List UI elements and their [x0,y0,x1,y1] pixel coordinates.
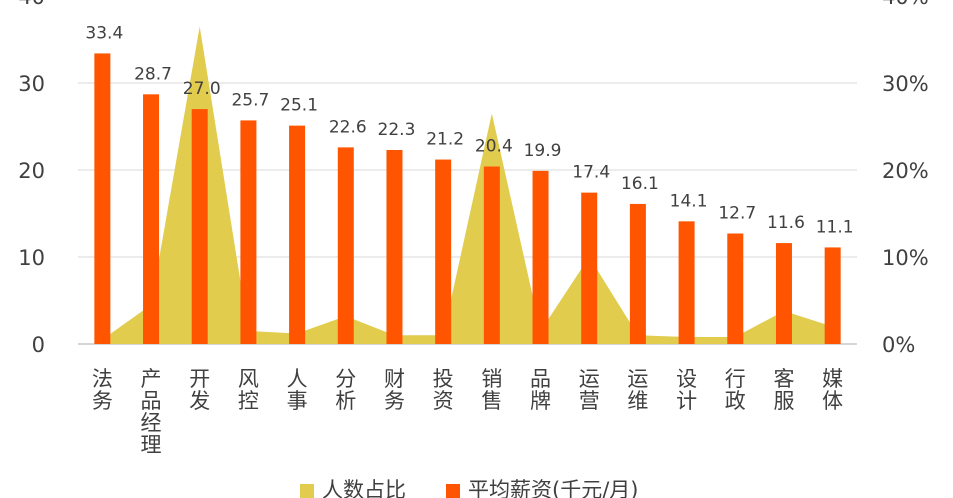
category-label: 财务 [384,367,405,413]
salary-bar [240,120,257,344]
salary-bar [94,53,111,345]
legend: 人数占比 平均薪资(千元/月) [300,478,638,498]
left-tick-label: 10 [18,246,45,270]
category-label: 运维 [627,367,648,413]
category-label: 风控 [238,367,259,413]
salary-bar [727,233,744,344]
salary-bar [435,159,452,344]
bar-data-labels: 33.4 28.7 27.0 25.7 25.1 22.6 22.3 21.2 20.4 19.9… [85,23,853,237]
category-label: 行政 [725,367,746,413]
salary-bar [386,149,403,344]
salary-bar [581,192,598,344]
salary-bar-series [94,53,841,345]
bar-data-label: 21.2 [426,130,464,150]
legend-label-salary: 平均薪资(千元/月) [468,478,638,498]
headcount-area-series [102,26,833,344]
left-axis-ticks: 0 10 20 30 40 [18,0,45,357]
left-tick-label: 40 [18,0,45,9]
legend-label-headcount: 人数占比 [322,478,406,498]
salary-bar [337,147,354,344]
category-label: 销售 [481,367,502,413]
bar-data-label: 25.1 [280,96,318,116]
bar-data-label: 16.1 [621,174,659,194]
category-label: 客服 [773,367,794,413]
category-label: 分析 [335,367,356,413]
bar-data-label: 27.0 [183,79,221,99]
category-label: 运营 [579,367,600,413]
category-label: 产品经理 [141,367,162,457]
bar-data-label: 20.4 [475,137,513,157]
bar-data-label: 19.9 [524,141,562,161]
category-label: 法务 [92,367,113,413]
category-label: 投资 [433,367,454,413]
salary-bar [143,94,160,344]
category-label: 品牌 [530,367,551,413]
category-label: 人事 [287,367,308,413]
salary-bar [532,170,549,344]
right-axis-ticks: 0% 10% 20% 30% 40% [882,0,929,357]
category-label: 开发 [189,367,210,413]
left-tick-label: 30 [18,72,45,96]
left-tick-label: 20 [18,159,45,183]
category-label: 媒体 [822,367,843,413]
salary-bar [191,109,208,344]
bar-data-label: 28.7 [134,64,172,84]
right-tick-label: 40% [882,0,929,9]
category-label: 设计 [676,367,697,413]
salary-bar [483,166,500,344]
salary-bar [775,243,792,344]
bar-data-label: 12.7 [718,204,756,224]
bar-data-label: 14.1 [670,191,708,211]
right-tick-label: 30% [882,72,929,96]
left-tick-label: 0 [32,333,45,357]
bar-data-label: 11.1 [816,217,854,237]
bar-data-label: 11.6 [767,213,805,233]
right-tick-label: 0% [882,333,915,357]
salary-bar [678,221,695,344]
legend-swatch-salary [446,484,460,498]
salary-bar [289,125,306,344]
bar-data-label: 17.4 [572,163,610,183]
headcount-area [102,26,833,344]
right-tick-label: 10% [882,246,929,270]
bar-data-label: 22.3 [378,120,416,140]
right-tick-label: 20% [882,159,929,183]
legend-swatch-headcount [300,484,314,498]
salary-bar [824,247,841,344]
bar-data-label: 25.7 [231,90,269,110]
bar-data-label: 22.6 [329,117,367,137]
salary-bar [629,203,646,344]
bar-data-label: 33.4 [85,23,123,43]
